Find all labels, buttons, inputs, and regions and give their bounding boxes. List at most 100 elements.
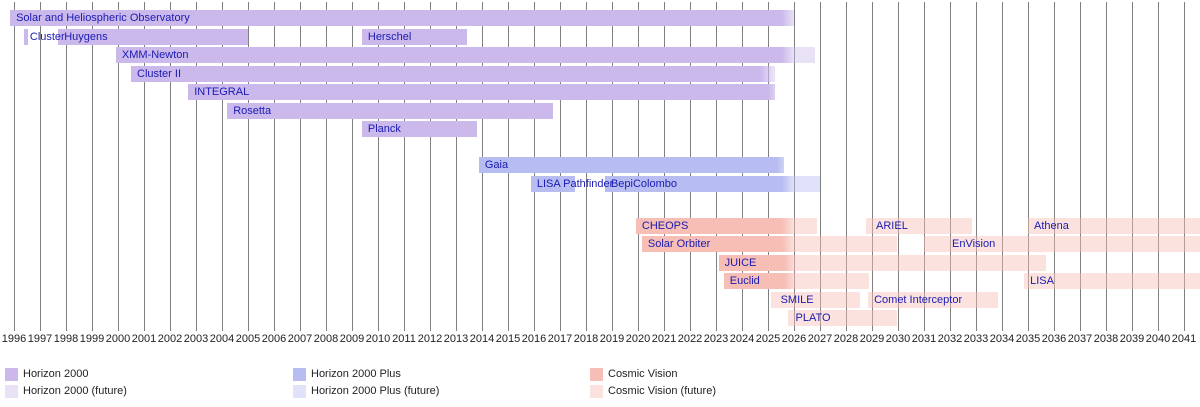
mission-bar-rosetta-live <box>227 102 553 119</box>
legend-label-cosmic-vision: Cosmic Vision <box>608 368 678 380</box>
year-label-2022: 2022 <box>677 333 703 345</box>
gridline-2028 <box>846 2 847 331</box>
gridline-1999 <box>92 2 93 331</box>
gridline-2009 <box>352 2 353 331</box>
gridline-2035 <box>1028 2 1029 331</box>
year-label-2006: 2006 <box>261 333 287 345</box>
year-label-1996: 1996 <box>1 333 27 345</box>
mission-bar-juice-live <box>718 254 784 271</box>
mission-bar-cluster-ii-future <box>760 65 775 82</box>
gridline-2036 <box>1054 2 1055 331</box>
year-label-2038: 2038 <box>1093 333 1119 345</box>
year-label-2009: 2009 <box>339 333 365 345</box>
legend-item-horizon-2000-plus: Horizon 2000 Plus <box>293 367 401 381</box>
year-label-2035: 2035 <box>1015 333 1041 345</box>
mission-label-juice[interactable]: JUICE <box>724 256 757 269</box>
gridline-2032 <box>950 2 951 331</box>
year-label-2036: 2036 <box>1041 333 1067 345</box>
mission-label-planck[interactable]: Planck <box>367 123 401 135</box>
year-label-1999: 1999 <box>79 333 105 345</box>
mission-bar-bepicolombo-live <box>604 175 783 192</box>
mission-label-cluster-ii[interactable]: Cluster II <box>137 67 182 80</box>
year-label-2041: 2041 <box>1171 333 1197 345</box>
gridline-2038 <box>1106 2 1107 331</box>
year-label-2012: 2012 <box>417 333 443 345</box>
mission-bar-solar-and-heliospheric-observatory-live <box>10 10 783 26</box>
mission-bar-envision-future <box>924 236 1200 252</box>
mission-label-lisa-pathfinder[interactable]: LISA Pathfinder <box>536 177 614 190</box>
gridline-2034 <box>1002 2 1003 331</box>
year-label-2004: 2004 <box>209 333 235 345</box>
year-label-2015: 2015 <box>495 333 521 345</box>
mission-bar-athena-future <box>1028 217 1200 234</box>
legend-label-horizon-2000-plus-future: Horizon 2000 Plus (future) <box>311 385 440 397</box>
gridline-2007 <box>300 2 301 331</box>
mission-label-integral[interactable]: INTEGRAL <box>194 86 250 98</box>
mission-bar-euclid-future <box>783 273 870 289</box>
mission-bar-cluster-live <box>23 28 29 45</box>
mission-bar-lisa-pathfinder-live <box>530 175 576 192</box>
mission-label-comet-interceptor[interactable]: Comet Interceptor <box>874 293 963 306</box>
mission-bar-lisa-future <box>1024 273 1200 289</box>
mission-bar-cheops-future <box>782 217 818 234</box>
mission-label-solar-and-heliospheric-observatory[interactable]: Solar and Heliospheric Observatory <box>16 12 190 24</box>
gridline-2029 <box>872 2 873 331</box>
year-label-2037: 2037 <box>1067 333 1093 345</box>
year-label-2017: 2017 <box>547 333 573 345</box>
legend-label-horizon-2000: Horizon 2000 <box>23 368 89 380</box>
gridline-2006 <box>274 2 275 331</box>
mission-bar-cheops-live <box>635 217 783 234</box>
mission-bar-gaia-future <box>777 157 784 173</box>
mission-label-plato[interactable]: PLATO <box>795 312 831 324</box>
mission-bar-comet-interceptor-future <box>868 291 999 308</box>
year-label-2018: 2018 <box>573 333 599 345</box>
mission-label-envision[interactable]: EnVision <box>952 238 996 250</box>
gridline-2004 <box>222 2 223 331</box>
year-label-1998: 1998 <box>53 333 79 345</box>
mission-label-smile[interactable]: SMILE <box>780 293 814 306</box>
mission-bar-ariel-future <box>866 217 973 234</box>
year-label-2027: 2027 <box>807 333 833 345</box>
mission-label-cheops[interactable]: CHEOPS <box>641 219 689 232</box>
gridline-2005 <box>248 2 249 331</box>
year-label-2013: 2013 <box>443 333 469 345</box>
legend-swatch-horizon-2000-plus-future <box>293 384 306 398</box>
year-label-2025: 2025 <box>755 333 781 345</box>
gridline-2033 <box>976 2 977 331</box>
gridline-2026 <box>794 2 795 331</box>
mission-label-rosetta[interactable]: Rosetta <box>233 104 272 117</box>
gridline-2008 <box>326 2 327 331</box>
gridline-1998 <box>66 2 67 331</box>
legend-swatch-cosmic-vision <box>590 367 603 381</box>
year-label-2000: 2000 <box>105 333 131 345</box>
mission-label-xmm-newton[interactable]: XMM-Newton <box>121 49 189 61</box>
year-label-2003: 2003 <box>183 333 209 345</box>
mission-label-euclid[interactable]: Euclid <box>729 275 760 287</box>
gridline-1996 <box>14 2 15 331</box>
legend-item-cosmic-vision-future: Cosmic Vision (future) <box>590 384 716 398</box>
mission-bar-herschel-live <box>361 28 467 45</box>
mission-label-ariel[interactable]: ARIEL <box>876 219 908 232</box>
year-label-2023: 2023 <box>703 333 729 345</box>
mission-bar-xmm-newton-future <box>782 47 815 63</box>
mission-bar-cluster-ii-live <box>131 65 761 82</box>
mission-bar-solar-and-heliospheric-observatory-future <box>782 10 794 26</box>
legend-item-horizon-2000-plus-future: Horizon 2000 Plus (future) <box>293 384 439 398</box>
mission-label-herschel[interactable]: Herschel <box>367 30 412 43</box>
mission-bar-plato-future <box>787 310 897 326</box>
year-label-2010: 2010 <box>365 333 391 345</box>
mission-label-huygens[interactable]: Huygens <box>64 30 108 43</box>
year-label-2028: 2028 <box>833 333 859 345</box>
mission-label-athena[interactable]: Athena <box>1034 219 1069 232</box>
gridline-2037 <box>1080 2 1081 331</box>
mission-bar-bepicolombo-future <box>782 175 820 192</box>
year-label-2011: 2011 <box>392 333 416 345</box>
mission-label-bepicolombo[interactable]: BepiColombo <box>610 177 678 190</box>
year-label-2016: 2016 <box>521 333 547 345</box>
mission-label-cluster[interactable]: Cluster <box>29 30 65 43</box>
year-label-2026: 2026 <box>781 333 807 345</box>
mission-label-gaia[interactable]: Gaia <box>484 159 509 171</box>
mission-label-lisa[interactable]: LISA <box>1030 275 1054 287</box>
mission-label-solar-orbiter[interactable]: Solar Orbiter <box>647 238 711 250</box>
